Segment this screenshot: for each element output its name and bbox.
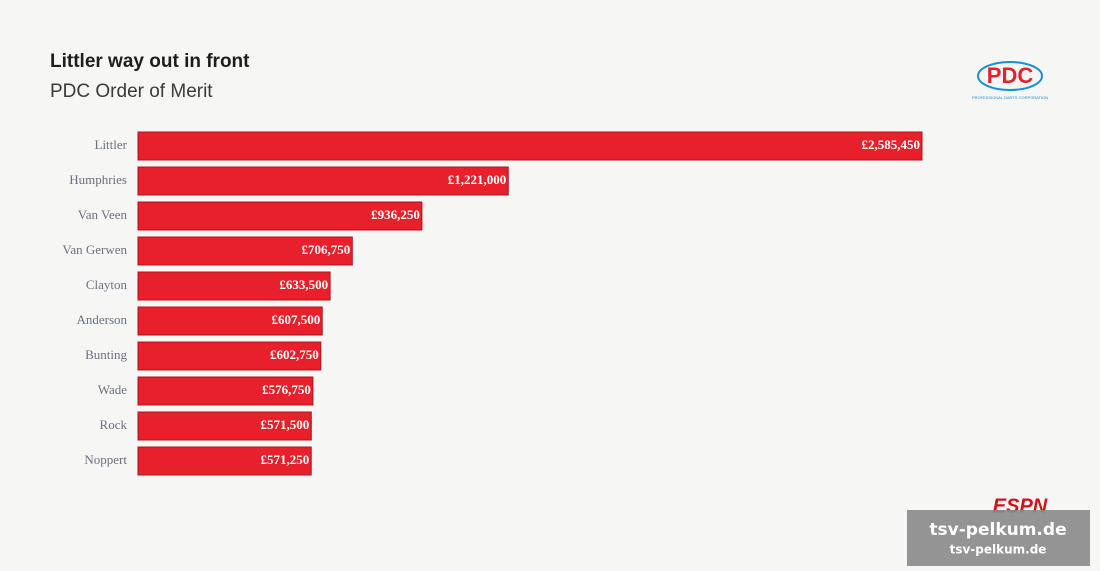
watermark: tsv-pelkum.de (929, 520, 1066, 540)
category-label: Littler (95, 137, 128, 152)
bar (137, 306, 323, 336)
category-label: Van Veen (78, 207, 128, 222)
category-label: Clayton (86, 277, 128, 292)
value-label: £571,250 (260, 452, 309, 467)
chart-title: Littler way out in front (50, 51, 250, 72)
watermark-box (907, 510, 1090, 566)
bar (137, 271, 331, 301)
category-label: Van Gerwen (62, 242, 127, 257)
value-label: £706,750 (302, 242, 351, 257)
bar (137, 201, 423, 231)
bar (137, 446, 312, 476)
bar (137, 341, 322, 371)
value-label: £633,500 (279, 277, 328, 292)
value-label: £1,221,000 (448, 172, 507, 187)
watermark: tsv-pelkum.de (950, 543, 1047, 557)
value-label: £571,500 (261, 417, 310, 432)
category-label: Noppert (84, 452, 127, 467)
value-label: £936,250 (371, 207, 420, 222)
logo: PDC PROFESSIONAL DARTS CORPORATION (972, 61, 1048, 100)
bar (137, 236, 353, 266)
chart-subtitle: PDC Order of Merit (50, 81, 213, 102)
value-label: £607,500 (271, 312, 320, 327)
logo-ring (977, 61, 1043, 91)
logo-text: PDC (987, 63, 1034, 88)
category-label: Wade (98, 382, 127, 397)
bar (137, 411, 312, 441)
category-label: Humphries (69, 172, 127, 187)
category-label: Rock (100, 417, 128, 432)
logo-subtext: PROFESSIONAL DARTS CORPORATION (972, 95, 1048, 100)
value-label: £576,750 (262, 382, 311, 397)
bar (137, 376, 314, 406)
value-label: £2,585,450 (862, 137, 921, 152)
category-label: Anderson (76, 312, 127, 327)
value-label: £602,750 (270, 347, 319, 362)
category-label: Bunting (85, 347, 127, 362)
bar (137, 131, 923, 161)
bar (137, 166, 509, 196)
